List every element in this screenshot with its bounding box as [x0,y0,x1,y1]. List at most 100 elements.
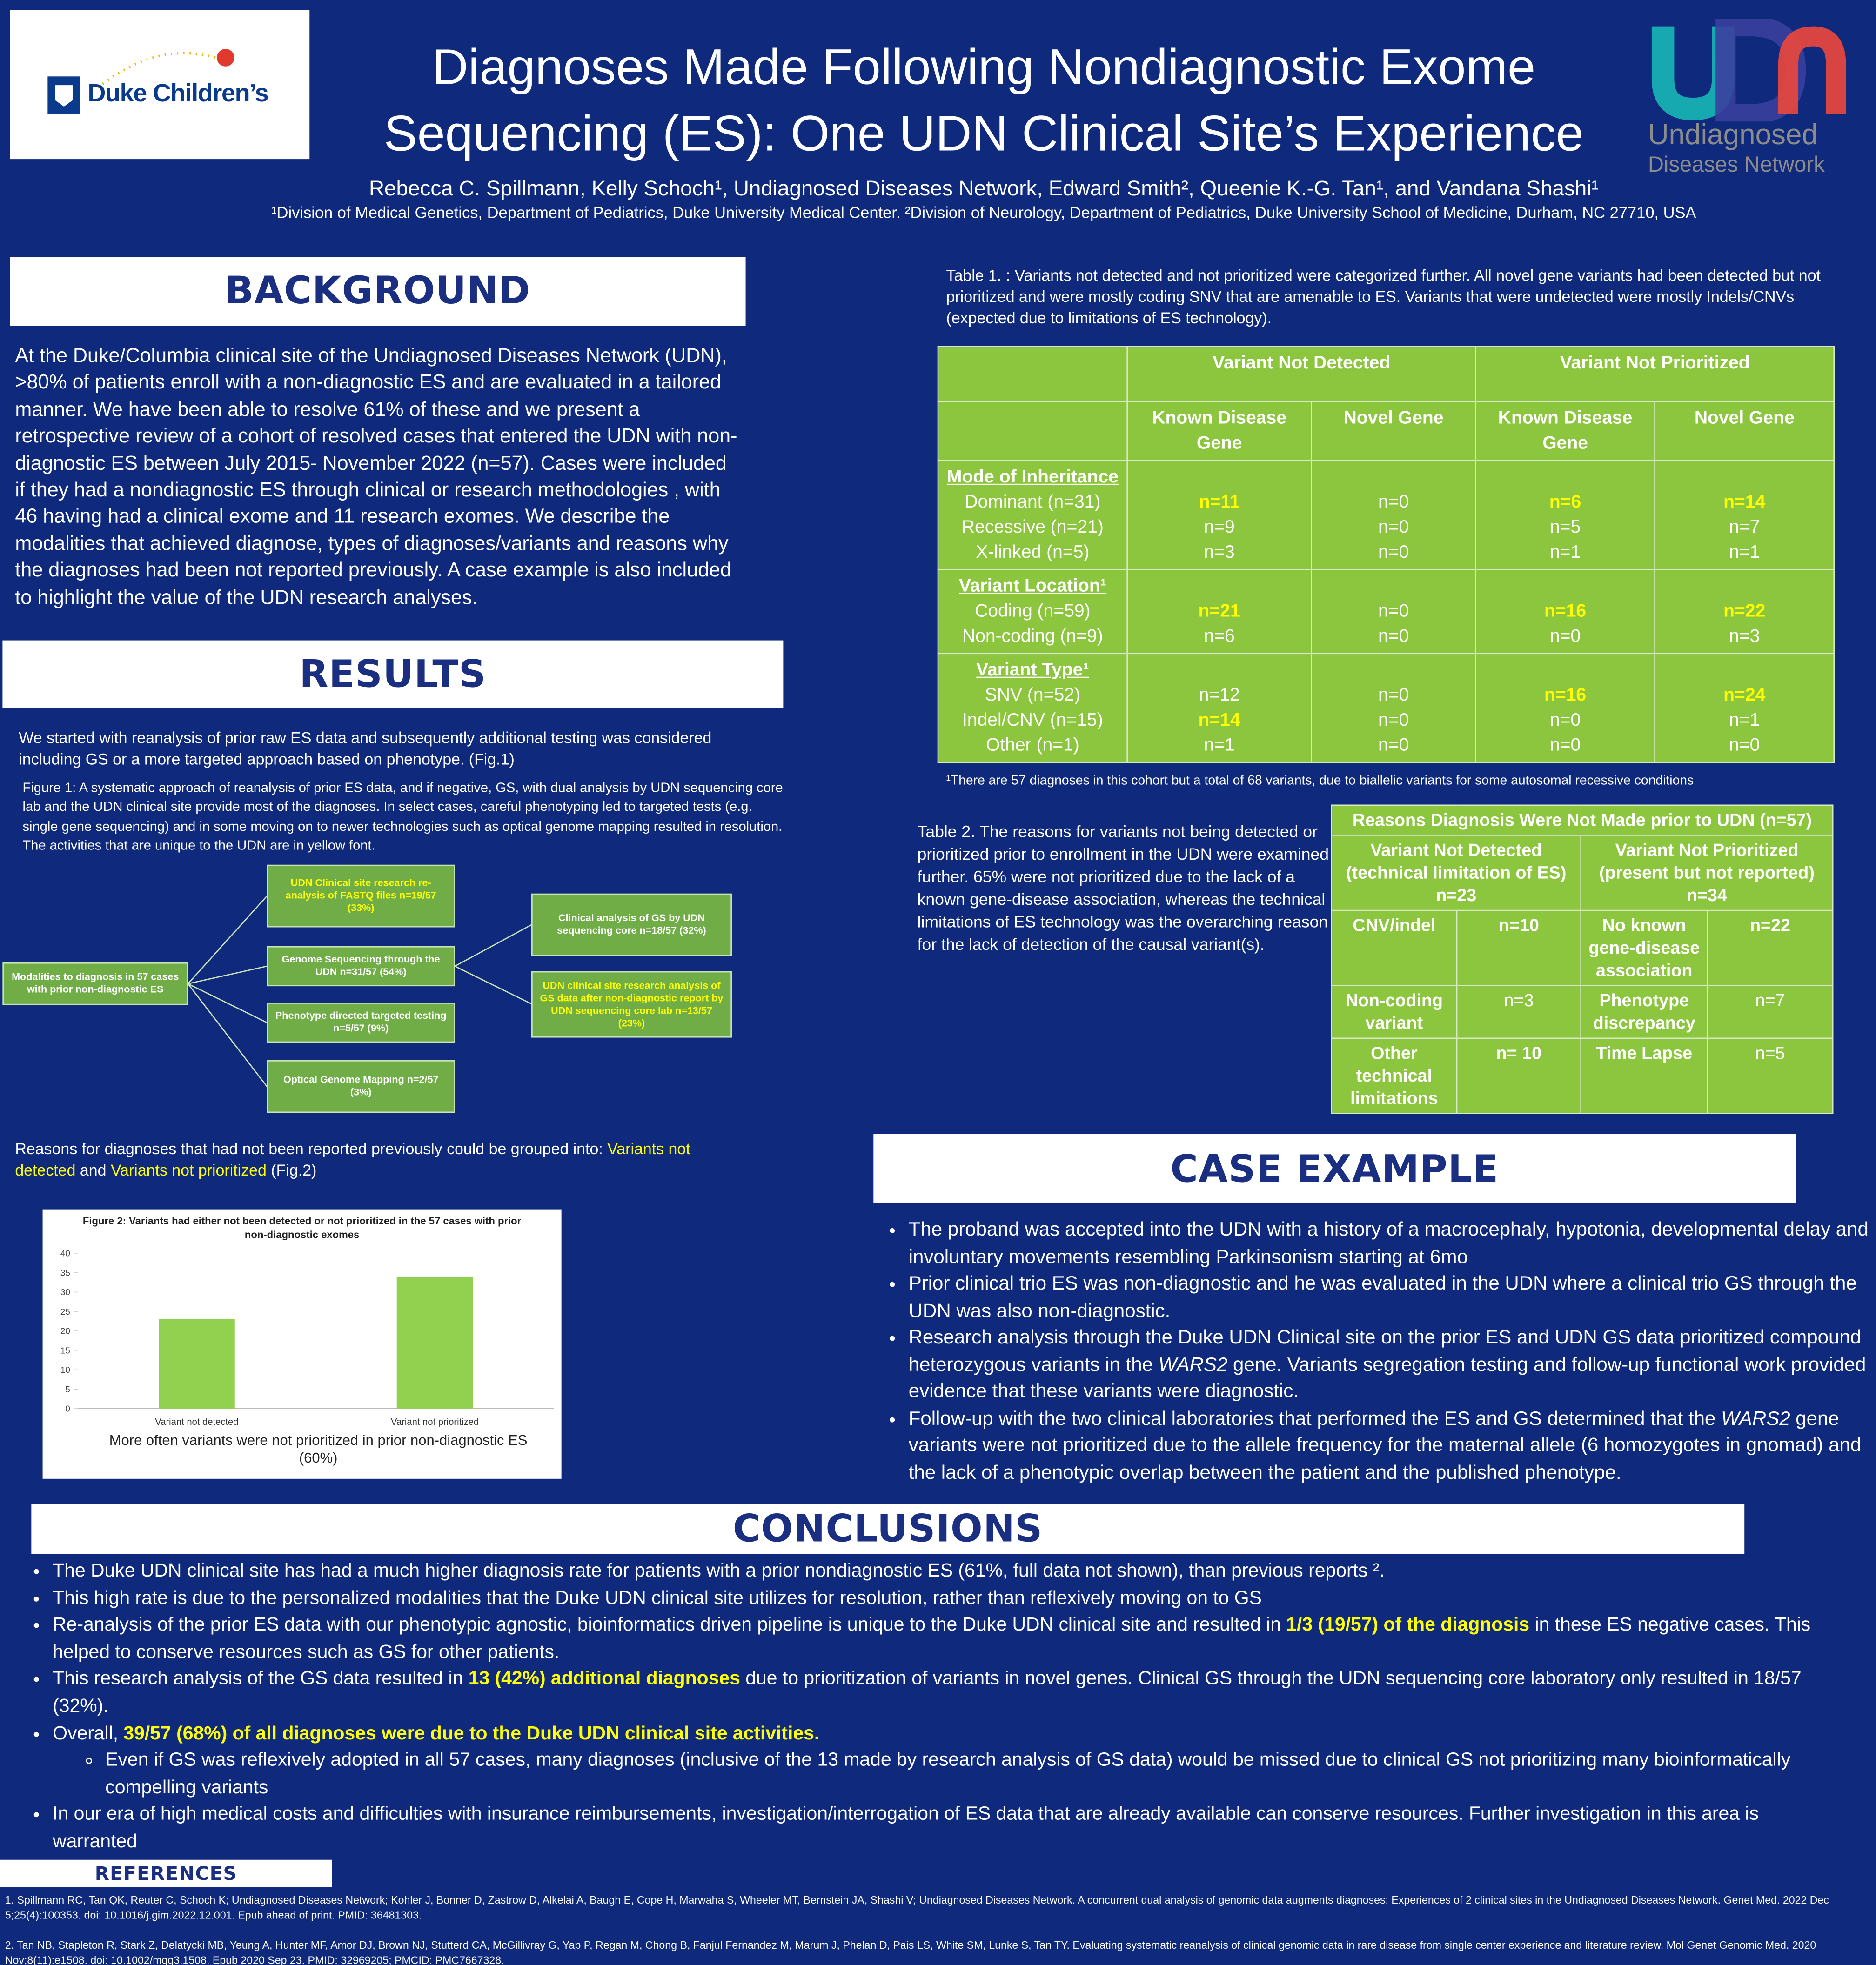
table: Reasons Diagnosis Were Not Made prior to… [1331,804,1834,1114]
table-footnote: ¹There are 57 diagnoses in this cohort b… [946,773,1694,789]
section-heading: Variant Type¹ [976,660,1089,681]
cell: n=16 n=0 [1475,569,1656,655]
column-header: Novel Gene [1311,401,1476,461]
cell-value: n=0 [1378,626,1409,647]
column-header: Known Disease Gene [1126,401,1312,461]
spacer [1314,574,1472,599]
cell: n=16 n=0 n=0 [1475,653,1656,763]
cell-value: n=9 [1204,517,1235,538]
diagram-node: Optical Genome Mapping n=2/57 (3%) [267,1060,455,1113]
section-heading: CASE EXAMPLE [873,1134,1796,1203]
highlight: 13 (42%) additional diagnoses [468,1668,740,1690]
cell: n=11 n=9 n=3 [1126,460,1312,570]
cell-value: n=0 [1549,735,1581,756]
cell-value: n=0 [1729,735,1760,756]
spacer [1658,658,1831,683]
cell: n=24 n=1 n=0 [1654,653,1835,763]
cell: Phenotype discrepancy [1580,985,1708,1039]
cell: n= 10 [1456,1037,1582,1114]
cell-value: n=1 [1729,542,1760,563]
cell-value: n=24 [1723,685,1766,706]
chart-title: Figure 2: Variants had either not been d… [82,1216,522,1241]
cell-value: n=0 [1378,517,1409,538]
text: In our era of high medical costs and dif… [53,1804,1759,1852]
cell-value: n=3 [1204,542,1235,563]
y-tick-label: 20 [60,1326,70,1336]
cell: n=22 [1707,909,1834,987]
y-tick-label: 10 [60,1365,70,1375]
cell-value: n=16 [1544,685,1587,706]
row-label: SNV (n=52) [985,685,1080,706]
cell-value: n=1 [1729,710,1760,731]
cell-value: n=0 [1378,710,1409,731]
link [455,924,532,967]
affiliations: ¹Division of Medical Genetics, Departmen… [271,203,1696,222]
row-label: Non-coding (n=9) [962,626,1103,647]
cell: n=5 [1707,1037,1834,1114]
bullet: In our era of high medical costs and dif… [53,1801,1845,1855]
spacer [1479,465,1652,490]
cell-value: n=0 [1378,602,1409,622]
text: gene variants were not prioritized due t… [908,1408,1862,1484]
link [187,983,268,1087]
title-row: Reasons Diagnosis Were Not Made prior to… [1331,804,1834,836]
link [188,896,268,984]
text: due to prioritization of variants in nov… [53,1668,1802,1717]
y-tick-label: 15 [60,1345,70,1355]
cell-value: n=6 [1204,626,1235,647]
table-row: Non-coding variant n=3 Phenotype discrepan… [1331,985,1834,1039]
diagram-node: UDN clinical site research analysis of G… [531,971,732,1038]
cell-value: n=16 [1544,602,1587,622]
table: Variant Not Detected Variant Not Prioriti… [937,346,1835,763]
text: gene. Variants segregation testing and f… [908,1354,1866,1403]
text: Overall, [53,1722,124,1744]
text: Prior clinical trio ES was non-diagnosti… [908,1273,1857,1322]
header-row: Variant Not Detected Variant Not Prioriti… [937,346,1835,402]
cell-value: n=0 [1378,735,1409,756]
cell: Other technical limitations [1331,1037,1458,1114]
spacer [1130,574,1308,599]
logo-text: Duke Children’s [87,80,269,108]
udn-logo-mark [1651,16,1846,124]
chart-caption: More often variants were not prioritized… [109,1433,528,1466]
row-label: Dominant (n=31) [965,492,1101,513]
cell-value: n=5 [1549,517,1581,538]
cell-value: n=14 [1198,710,1240,731]
highlight: Variants not detected [15,1140,690,1179]
y-tick-label: 40 [60,1249,70,1258]
bullet: This high rate is due to the personalize… [53,1585,1845,1612]
reference: 2. Tan NB, Stapleton R, Stark Z, Delatyc… [5,1938,1816,1965]
column-header: Known Disease Gene [1475,401,1656,461]
section-heading: Variant Location¹ [958,576,1106,597]
cell-value: n=21 [1198,602,1240,622]
row-label: Indel/CNV (n=15) [962,710,1103,731]
row-labels: Mode of Inheritance Dominant (n=31) Recess… [937,460,1128,570]
cell: Time Lapse [1580,1037,1708,1114]
cell-value: n=12 [1199,685,1240,706]
bullet: The proband was accepted into the UDN wi… [909,1217,1876,1271]
logo-line: Undiagnosed [1648,118,1818,151]
cell: No known gene-disease association [1580,909,1708,987]
bar [158,1319,235,1409]
cell-value: n=22 [1723,602,1766,622]
cell-value: n=0 [1378,685,1409,706]
diagram-node: Genome Sequencing through the UDN n=31/5… [267,946,455,987]
cell: n=21 n=6 [1126,569,1312,655]
table-caption: Table 2. The reasons for variants not be… [917,822,1329,954]
text: This research analysis of the GS data re… [53,1668,469,1690]
bullet: Research analysis through the Duke UDN C… [909,1324,1876,1405]
logo-shield-inner [55,85,73,107]
section-heading: Mode of Inheritance [946,467,1119,488]
cell-value: n=11 [1199,492,1240,513]
sub-bullets: Even if GS was reflexively adopted in al… [53,1747,1845,1801]
row-label: Other (n=1) [985,735,1079,756]
bullet: Prior clinical trio ES was non-diagnosti… [909,1271,1876,1325]
udn-logo: Undiagnosed Diseases Network [1648,16,1849,181]
table-row: Other technical limitations n= 10 Time Lap… [1331,1037,1834,1114]
logo-u [1651,26,1735,120]
subheader-row: Known Disease Gene Novel Gene Known Diseas… [937,401,1835,461]
diagram-node: Modalities to diagnosis in 57 cases with… [2,962,188,1005]
text: The proband was accepted into the UDN wi… [908,1219,1869,1268]
column-group: Variant Not Detected (technical limitati… [1331,835,1582,911]
